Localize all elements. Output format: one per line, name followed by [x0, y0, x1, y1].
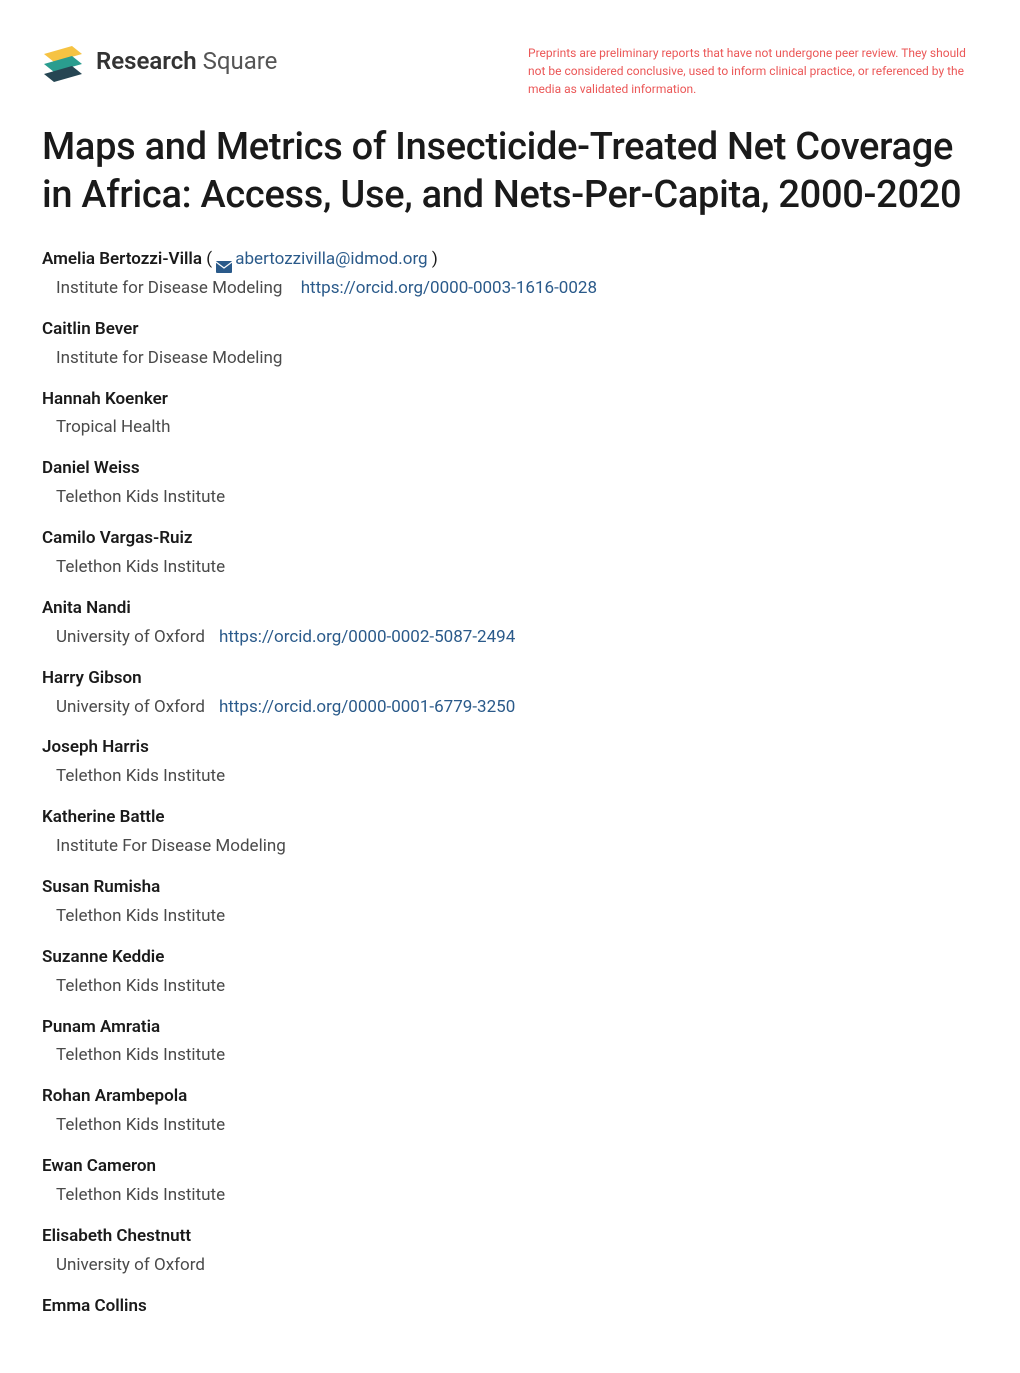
author-affiliation: University of Oxford https://orcid.org/00…: [42, 693, 978, 722]
author-block: Emma Collins: [42, 1292, 978, 1321]
email-link[interactable]: abertozzivilla@idmod.org: [216, 249, 427, 269]
author-block: Suzanne Keddie Telethon Kids Institute: [42, 943, 978, 1001]
author-affiliation: Telethon Kids Institute: [42, 972, 978, 1001]
author-block: Katherine Battle Institute For Disease Mo…: [42, 803, 978, 861]
author-affiliation: Tropical Health: [42, 413, 978, 442]
logo: Research Square: [42, 40, 277, 82]
disclaimer-text: Preprints are preliminary reports that h…: [528, 40, 978, 98]
header-row: Research Square Preprints are preliminar…: [42, 40, 978, 98]
author-name: Elisabeth Chestnutt: [42, 1222, 978, 1251]
author-block: Hannah Koenker Tropical Health: [42, 385, 978, 443]
paren-open: (: [206, 249, 216, 269]
author-affiliation: Institute for Disease Modeling: [42, 344, 978, 373]
affiliation-text: Telethon Kids Institute: [56, 1115, 225, 1135]
author-affiliation: Telethon Kids Institute: [42, 1111, 978, 1140]
author-name: Ewan Cameron: [42, 1152, 978, 1181]
logo-text-light: Square: [197, 47, 278, 75]
logo-text: Research Square: [96, 47, 277, 75]
author-block: Anita Nandi University of Oxford https://o…: [42, 594, 978, 652]
email-icon: [216, 254, 232, 266]
author-affiliation: Institute for Disease Modeling https://o…: [42, 274, 978, 303]
author-name: Punam Amratia: [42, 1013, 978, 1042]
affiliation-text: Telethon Kids Institute: [56, 1185, 225, 1205]
orcid-link[interactable]: https://orcid.org/0000-0001-6779-3250: [219, 697, 515, 717]
author-block-corresponding: Amelia Bertozzi-Villa ( abertozzivilla@i…: [42, 245, 978, 303]
paren-close: ): [428, 249, 438, 269]
author-name: Harry Gibson: [42, 664, 978, 693]
author-block: Susan Rumisha Telethon Kids Institute: [42, 873, 978, 931]
affiliation-text: Institute for Disease Modeling: [56, 348, 282, 368]
author-name: Emma Collins: [42, 1292, 978, 1321]
author-name: Rohan Arambepola: [42, 1082, 978, 1111]
affiliation-text: Telethon Kids Institute: [56, 557, 225, 577]
affiliation-text: Telethon Kids Institute: [56, 1045, 225, 1065]
page-title: Maps and Metrics of Insecticide-Treated …: [42, 124, 978, 219]
author-block: Daniel Weiss Telethon Kids Institute: [42, 454, 978, 512]
author-affiliation: University of Oxford: [42, 1251, 978, 1280]
author-affiliation: Telethon Kids Institute: [42, 762, 978, 791]
affiliation-text: Tropical Health: [56, 417, 170, 437]
author-affiliation: Institute For Disease Modeling: [42, 832, 978, 861]
author-name: Camilo Vargas-Ruiz: [42, 524, 978, 553]
author-name: Caitlin Bever: [42, 315, 978, 344]
author-name: Suzanne Keddie: [42, 943, 978, 972]
affiliation-text: University of Oxford: [56, 1255, 205, 1275]
affiliation-text: Telethon Kids Institute: [56, 976, 225, 996]
email-text: abertozzivilla@idmod.org: [235, 249, 427, 269]
author-block: Joseph Harris Telethon Kids Institute: [42, 733, 978, 791]
author-name: Susan Rumisha: [42, 873, 978, 902]
author-block: Ewan Cameron Telethon Kids Institute: [42, 1152, 978, 1210]
logo-icon: [42, 40, 84, 82]
author-affiliation: Telethon Kids Institute: [42, 1181, 978, 1210]
author-block: Punam Amratia Telethon Kids Institute: [42, 1013, 978, 1071]
author-block: Elisabeth Chestnutt University of Oxford: [42, 1222, 978, 1280]
author-name: Joseph Harris: [42, 733, 978, 762]
author-name: Katherine Battle: [42, 803, 978, 832]
authors-list: Caitlin Bever Institute for Disease Model…: [42, 315, 978, 1321]
author-name: Daniel Weiss: [42, 454, 978, 483]
affiliation-text: University of Oxford: [56, 627, 205, 647]
author-block: Caitlin Bever Institute for Disease Model…: [42, 315, 978, 373]
affiliation-text: Telethon Kids Institute: [56, 906, 225, 926]
affiliation-text: Institute For Disease Modeling: [56, 836, 286, 856]
orcid-link[interactable]: https://orcid.org/0000-0002-5087-2494: [219, 627, 515, 647]
author-name: Hannah Koenker: [42, 385, 978, 414]
affiliation-text: University of Oxford: [56, 697, 205, 717]
author-affiliation: Telethon Kids Institute: [42, 1041, 978, 1070]
author-block: Rohan Arambepola Telethon Kids Institute: [42, 1082, 978, 1140]
author-block: Harry Gibson University of Oxford https://…: [42, 664, 978, 722]
affiliation-text: Institute for Disease Modeling: [56, 278, 282, 298]
author-affiliation: Telethon Kids Institute: [42, 553, 978, 582]
author-block: Camilo Vargas-Ruiz Telethon Kids Institut…: [42, 524, 978, 582]
author-affiliation: Telethon Kids Institute: [42, 902, 978, 931]
author-name: Anita Nandi: [42, 594, 978, 623]
author-affiliation: Telethon Kids Institute: [42, 483, 978, 512]
affiliation-text: Telethon Kids Institute: [56, 766, 225, 786]
affiliation-text: Telethon Kids Institute: [56, 487, 225, 507]
author-name-text: Amelia Bertozzi-Villa: [42, 249, 202, 269]
author-affiliation: University of Oxford https://orcid.org/00…: [42, 623, 978, 652]
logo-text-bold: Research: [96, 47, 197, 75]
orcid-link[interactable]: https://orcid.org/0000-0003-1616-0028: [301, 278, 597, 298]
author-name: Amelia Bertozzi-Villa ( abertozzivilla@i…: [42, 245, 978, 274]
